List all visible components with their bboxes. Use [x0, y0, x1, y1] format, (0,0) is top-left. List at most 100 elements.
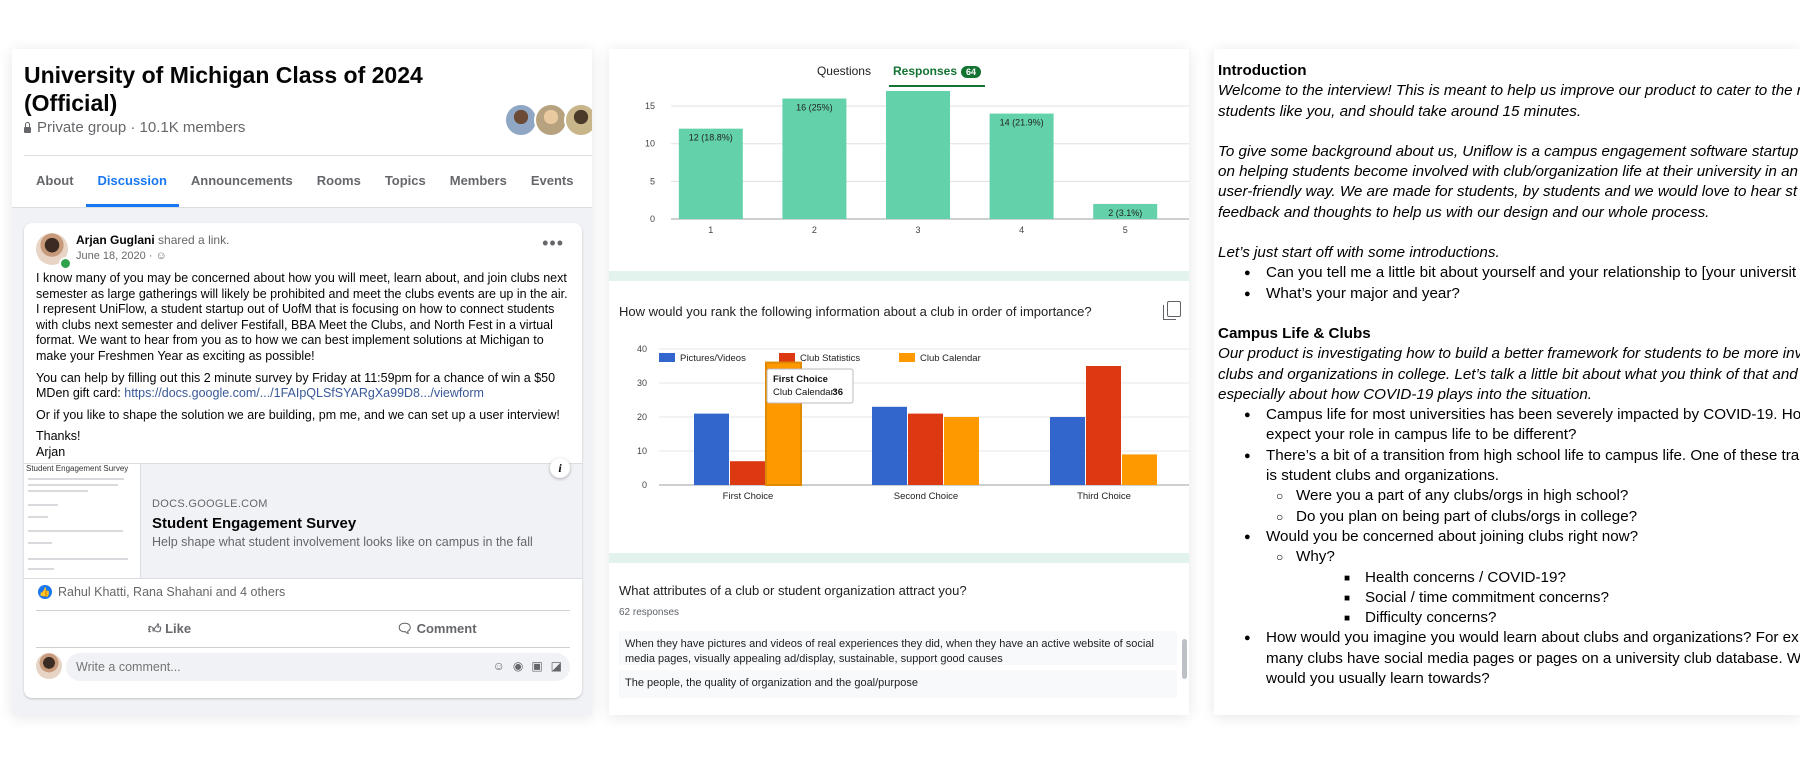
doc-line: user-friendly way. We are made for stude… [1218, 183, 1798, 201]
thumbnail-line [28, 484, 118, 486]
bullet-item: How would you imagine you would learn ab… [1218, 628, 1800, 649]
bullet-continuation: would you usually learn towards? [1266, 670, 1490, 688]
lock-icon [24, 121, 31, 133]
doc-line: Welcome to the interview! This is meant … [1218, 82, 1800, 100]
link-preview-card[interactable]: Student Engagement Survey i DOCS.GOOGLE.… [24, 458, 582, 579]
tab-rooms[interactable]: Rooms [316, 173, 361, 188]
x-tick-label: First Choice [723, 491, 774, 502]
bar [678, 128, 743, 219]
more-options-icon[interactable]: ••• [542, 233, 564, 253]
google-forms-responses-panel: Questions Responses 64 0 5 10 15 12 (18.8%) 1 1… [609, 49, 1189, 715]
spacer [1218, 304, 1800, 324]
bullet-item: Can you tell me a little bit about yours… [1218, 263, 1800, 284]
post-author-name[interactable]: Arjan Guglani [76, 233, 155, 247]
sticker-icon[interactable]: ◪ [550, 659, 562, 673]
post-paragraph-text: You can help by filling out this 2 minut… [36, 370, 556, 401]
comment-tools: ☺ ◉ ▣ ◪ [493, 659, 562, 673]
legend-swatch [779, 353, 795, 362]
member-avatars[interactable] [504, 103, 592, 137]
tab-topics[interactable]: Topics [384, 173, 426, 188]
post-date[interactable]: June 18, 2020 · ☺ [76, 250, 167, 262]
doc-line: clubs and organizations in college. Let’… [1218, 365, 1798, 383]
thumbs-up-icon: 👍︎ [147, 621, 166, 636]
x-tick-label: 3 [915, 225, 920, 235]
like-button[interactable]: 👍︎ Like [36, 611, 303, 647]
like-label: Like [165, 621, 192, 636]
legend-label: Club Statistics [800, 353, 860, 364]
responses-count-badge: 64 [961, 66, 982, 78]
group-meta-text: Private group · 10.1K members [37, 119, 246, 136]
interview-script-document: Introduction Welcome to the interview! T… [1214, 49, 1800, 715]
reaction-summary[interactable]: 👍 Rahul Khatti, Rana Shahani and 4 other… [38, 585, 285, 599]
gif-icon[interactable]: ▣ [531, 659, 543, 673]
bar [886, 91, 950, 219]
y-tick-label: 10 [645, 139, 655, 149]
response-count: 62 responses [619, 607, 680, 618]
survey-link[interactable]: https://docs.google.com/.../1FAIpQLSfSYA… [124, 386, 484, 401]
form-tabs: Questions Responses 64 [609, 57, 1189, 87]
bar [908, 413, 943, 485]
tab-more[interactable]: M [585, 157, 592, 207]
avatar[interactable] [564, 103, 592, 137]
bar [1093, 203, 1158, 219]
avatar[interactable] [504, 103, 538, 137]
bullet-item: There’s a bit of a transition from high … [1218, 446, 1800, 467]
post-paragraph: Or if you like to shape the solution we … [36, 407, 560, 422]
doc-line: feedback and thoughts to help us with ou… [1218, 203, 1710, 221]
post-signoff: Thanks! [36, 429, 81, 444]
post-paragraph: You can help by filling out this 2 minut… [36, 371, 570, 402]
tab-questions[interactable]: Questions [816, 64, 871, 78]
response-item: The people, the quality of organization … [619, 670, 1177, 698]
spacer [1218, 223, 1800, 243]
tooltip-title: First Choice [773, 374, 828, 385]
sub-sub-bullet-item: Social / time commitment concerns? [1218, 588, 1800, 610]
link-thumbnail[interactable]: Student Engagement Survey [24, 464, 141, 578]
x-tick-label: 4 [1019, 225, 1024, 235]
sub-bullet-item: Do you plan on being part of clubs/orgs … [1218, 507, 1800, 528]
info-icon[interactable]: i [550, 458, 570, 478]
emoji-icon[interactable]: ☺ [492, 659, 505, 673]
bar [989, 113, 1054, 219]
reaction-names[interactable]: Rahul Khatti, Rana Shahani and 4 others [58, 585, 286, 599]
doc-line: Our product is investigating how to buil… [1218, 345, 1800, 363]
tooltip-value: 36 [832, 387, 843, 398]
avatar[interactable] [534, 103, 568, 137]
tab-about[interactable]: About [36, 173, 74, 188]
copy-chart-icon[interactable] [1163, 301, 1181, 320]
divider [24, 155, 592, 156]
group-header: University of Michigan Class of 2024 (Of… [12, 49, 592, 208]
data-label: 2 (3.1%) [1108, 208, 1142, 218]
bullet-continuation: many clubs have social media pages or pa… [1266, 649, 1800, 667]
tab-announcements[interactable]: Announcements [190, 173, 293, 188]
sub-bullet-item: Why? [1218, 547, 1800, 568]
bullet-continuation: expect your role in campus life to be di… [1266, 426, 1577, 444]
bar [944, 417, 979, 485]
y-tick-label: 15 [645, 101, 655, 111]
thumbnail-line [28, 568, 54, 570]
link-title[interactable]: Student Engagement Survey [152, 515, 357, 532]
legend-label: Pictures/Videos [680, 353, 746, 364]
tab-responses[interactable]: Responses 64 [888, 57, 986, 87]
doc-line: Let’s just start off with some introduct… [1218, 244, 1500, 262]
y-tick-label: 20 [637, 412, 647, 422]
thumbnail-title: Student Engagement Survey [26, 464, 129, 473]
post-signature: Arjan [36, 444, 66, 459]
tab-discussion[interactable]: Discussion [85, 157, 179, 207]
responses-header: Questions Responses 64 0 5 10 15 12 (18.8%) 1 1… [609, 49, 1189, 273]
comment-button[interactable]: 🗨 Comment [303, 611, 570, 647]
group-title: University of Michigan Class of 2024 (Of… [24, 62, 423, 116]
bar [782, 98, 847, 219]
tab-events[interactable]: Events [530, 173, 574, 188]
thumbnail-line [28, 516, 48, 518]
speech-bubble-icon: 🗨 [396, 621, 417, 636]
y-tick-label: 10 [637, 446, 647, 456]
data-label: 16 (25%) [796, 103, 833, 113]
tab-members[interactable]: Members [449, 173, 507, 188]
thumbnail-line [28, 558, 128, 560]
document-body: Introduction Welcome to the interview! T… [1218, 61, 1800, 689]
scrollbar[interactable] [1182, 639, 1187, 679]
comment-input[interactable] [66, 653, 570, 681]
tooltip-box [766, 368, 854, 404]
camera-icon[interactable]: ◉ [512, 659, 524, 673]
attributes-question-card: What attributes of a club or student org… [609, 563, 1189, 715]
